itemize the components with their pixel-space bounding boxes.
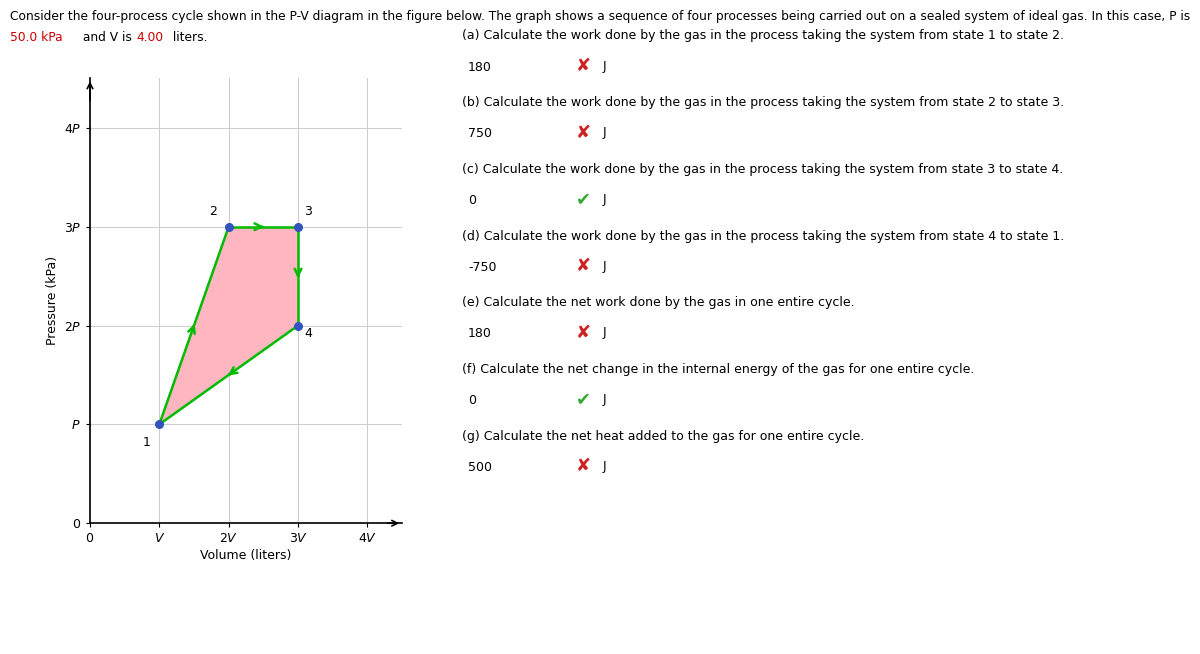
Text: 0: 0 bbox=[468, 394, 476, 407]
Text: J: J bbox=[602, 460, 606, 473]
Text: Consider the four-process cycle shown in the P-V diagram in the figure below. Th: Consider the four-process cycle shown in… bbox=[10, 10, 1190, 23]
Text: (d) Calculate the work done by the gas in the process taking the system from sta: (d) Calculate the work done by the gas i… bbox=[462, 230, 1064, 243]
Text: 180: 180 bbox=[468, 328, 492, 341]
Text: J: J bbox=[602, 193, 606, 206]
Text: (c) Calculate the work done by the gas in the process taking the system from sta: (c) Calculate the work done by the gas i… bbox=[462, 163, 1063, 176]
Polygon shape bbox=[160, 227, 298, 424]
Text: ✘: ✘ bbox=[576, 324, 592, 342]
Text: 3: 3 bbox=[305, 205, 312, 218]
Text: J: J bbox=[602, 326, 606, 339]
Text: and V is: and V is bbox=[79, 31, 136, 44]
Text: ✘: ✘ bbox=[576, 257, 592, 275]
Text: 750: 750 bbox=[468, 128, 492, 141]
Text: J: J bbox=[602, 260, 606, 273]
Text: (b) Calculate the work done by the gas in the process taking the system from sta: (b) Calculate the work done by the gas i… bbox=[462, 96, 1064, 109]
Text: 0: 0 bbox=[468, 194, 476, 207]
Text: ✘: ✘ bbox=[576, 124, 592, 142]
Text: ✔: ✔ bbox=[576, 190, 592, 209]
Text: ✘: ✘ bbox=[576, 457, 592, 475]
Y-axis label: Pressure (kPa): Pressure (kPa) bbox=[47, 256, 59, 345]
X-axis label: Volume (liters): Volume (liters) bbox=[200, 549, 292, 562]
Text: 4.00: 4.00 bbox=[137, 31, 164, 44]
Text: 2: 2 bbox=[210, 205, 217, 218]
Text: J: J bbox=[602, 126, 606, 139]
Text: (e) Calculate the net work done by the gas in one entire cycle.: (e) Calculate the net work done by the g… bbox=[462, 296, 854, 309]
Text: (f) Calculate the net change in the internal energy of the gas for one entire cy: (f) Calculate the net change in the inte… bbox=[462, 363, 974, 376]
Text: 1: 1 bbox=[143, 436, 151, 449]
Text: 180: 180 bbox=[468, 61, 492, 74]
Text: -750: -750 bbox=[468, 261, 497, 274]
Text: 4: 4 bbox=[305, 327, 312, 340]
Text: (g) Calculate the net heat added to the gas for one entire cycle.: (g) Calculate the net heat added to the … bbox=[462, 430, 864, 443]
Text: 50.0 kPa: 50.0 kPa bbox=[10, 31, 62, 44]
Text: (a) Calculate the work done by the gas in the process taking the system from sta: (a) Calculate the work done by the gas i… bbox=[462, 29, 1064, 43]
Text: J: J bbox=[602, 60, 606, 73]
Text: J: J bbox=[602, 393, 606, 406]
Text: 500: 500 bbox=[468, 461, 492, 474]
Text: ✘: ✘ bbox=[576, 57, 592, 75]
Text: liters.: liters. bbox=[169, 31, 208, 44]
Text: ✔: ✔ bbox=[576, 390, 592, 409]
